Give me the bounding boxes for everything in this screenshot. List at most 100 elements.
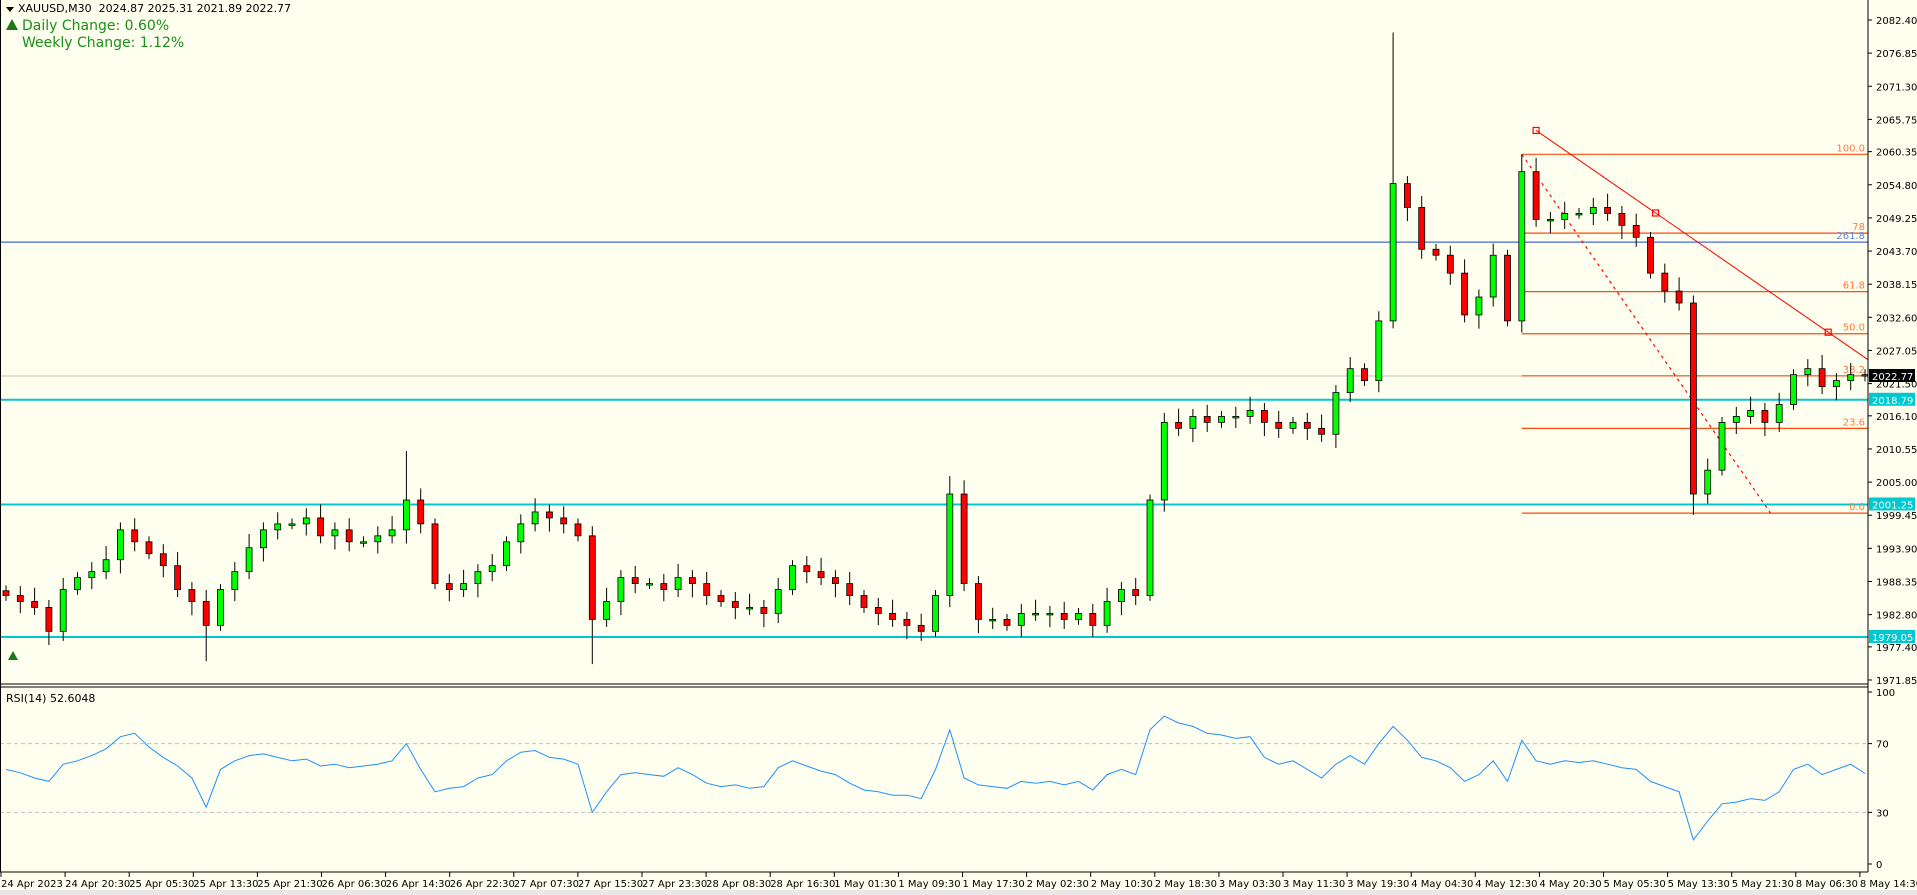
price-tick-label: 2021.50 xyxy=(1876,380,1917,391)
bull-candle-body xyxy=(1718,421,1726,471)
bear-candle-body xyxy=(689,577,696,584)
bull-candle-body xyxy=(388,529,396,537)
bear-candle-body xyxy=(760,607,768,614)
candle xyxy=(1561,201,1569,229)
bear-candle-body xyxy=(975,583,982,620)
rsi-line xyxy=(5,715,1866,841)
bear-candle-body xyxy=(1675,290,1683,304)
rsi-panel[interactable] xyxy=(0,715,1868,841)
bull-candle-body xyxy=(774,589,782,614)
time-tick-label: 28 Apr 16:30 xyxy=(770,879,835,890)
price-tick-label: 2016.10 xyxy=(1876,412,1917,423)
bear-candle-body xyxy=(317,517,325,537)
time-tick-label: 27 Apr 07:30 xyxy=(514,879,579,890)
bear-candle-body xyxy=(1261,410,1268,423)
bull-candle-body xyxy=(1103,601,1111,626)
bull-candle-body xyxy=(1146,499,1154,596)
time-tick-label: 5 May 13:30 xyxy=(1668,879,1730,890)
bull-candle-body xyxy=(474,571,482,584)
bear-candle-body xyxy=(1504,254,1511,322)
bear-candle-body xyxy=(1275,421,1283,429)
bear-candle-body xyxy=(431,523,439,584)
time-tick-label: 5 May 21:30 xyxy=(1732,879,1794,890)
bull-candle-body xyxy=(531,511,539,525)
bull-candle-body xyxy=(1160,421,1168,501)
price-tick-label: 1982.80 xyxy=(1876,611,1917,622)
ohlc-values: 2024.87 2025.31 2021.89 2022.77 xyxy=(98,2,292,15)
candle xyxy=(789,560,796,595)
bear-candle-body xyxy=(1175,421,1182,429)
candle xyxy=(88,562,96,590)
candle xyxy=(617,570,625,616)
bear-candle-body xyxy=(660,583,668,590)
candle xyxy=(1375,311,1383,393)
bull-candle-body xyxy=(1075,613,1082,620)
candle xyxy=(560,506,568,534)
price-tick-label: 2010.55 xyxy=(1876,445,1917,456)
rsi-tick-label: 30 xyxy=(1876,808,1889,819)
bull-candle-body xyxy=(1189,416,1197,429)
candle xyxy=(1675,277,1683,311)
price-tick-label: 2060.35 xyxy=(1876,148,1917,159)
rsi-tick-label: 100 xyxy=(1876,688,1895,699)
candle xyxy=(474,564,482,598)
time-tick-label: 27 Apr 15:30 xyxy=(578,879,643,890)
bull-candle-body xyxy=(1804,368,1812,376)
up-arrow-icon xyxy=(6,19,18,30)
bear-candle-body xyxy=(131,529,139,543)
weekly-change: Weekly Change: 1.12% xyxy=(22,35,184,51)
bear-candle-body xyxy=(903,619,911,626)
candle xyxy=(774,577,782,623)
candle xyxy=(488,554,496,582)
bull-candle-body xyxy=(1232,416,1240,419)
bull-candle-body xyxy=(1704,469,1712,495)
bear-candle-body xyxy=(31,601,39,608)
time-tick-label: 3 May 19:30 xyxy=(1347,879,1409,890)
time-tick-label: 5 May 05:30 xyxy=(1604,879,1666,890)
fib-extension-label: 261.8 xyxy=(1836,231,1865,242)
bull-candle-body xyxy=(1732,416,1740,423)
candle xyxy=(717,590,725,607)
candle xyxy=(202,589,210,662)
bull-candle-body xyxy=(617,577,625,602)
candle xyxy=(1275,410,1283,438)
candle xyxy=(646,578,653,589)
dropdown-triangle-icon[interactable] xyxy=(6,6,14,12)
bull-candle-body xyxy=(1046,613,1054,616)
price-panel[interactable]: 100.0 78 61.8 50.0 38.2 23.6 0.0 261.8 xyxy=(0,32,1869,665)
bull-candle-body xyxy=(1747,410,1754,417)
candle xyxy=(1189,408,1197,443)
candle xyxy=(1146,494,1154,601)
candle xyxy=(975,576,982,634)
candle xyxy=(1547,211,1554,234)
bear-candle-body xyxy=(1618,213,1626,226)
candle xyxy=(760,600,768,628)
candle xyxy=(989,607,997,629)
trendline-handle xyxy=(1651,209,1660,217)
candle xyxy=(1661,263,1669,303)
bear-candle-body xyxy=(1861,374,1869,377)
candle xyxy=(217,584,224,631)
bear-candle-body xyxy=(1132,589,1140,596)
candle xyxy=(1647,231,1654,279)
price-tick-label: 2082.40 xyxy=(1876,16,1917,27)
candle xyxy=(331,522,339,550)
fib-label: 0.0 xyxy=(1849,502,1865,513)
bear-candle-body xyxy=(1303,421,1311,429)
bull-candle-body xyxy=(1032,613,1039,616)
bull-candle-body xyxy=(74,577,81,590)
bear-candle-body xyxy=(1060,613,1068,620)
time-tick-label: 26 Apr 22:30 xyxy=(450,879,515,890)
candle xyxy=(388,516,396,544)
bear-candle-body xyxy=(16,595,24,602)
buy-arrow-icon xyxy=(8,651,18,660)
candle xyxy=(1389,32,1397,329)
candle xyxy=(1747,396,1754,424)
candle xyxy=(2,585,10,601)
bear-candle-body xyxy=(188,589,196,602)
symbol-timeframe: XAUUSD,M30 xyxy=(18,2,92,15)
price-tick-label: 2076.85 xyxy=(1876,49,1917,60)
bear-candle-body xyxy=(717,595,725,602)
price-tick-label: 1999.45 xyxy=(1876,511,1917,522)
